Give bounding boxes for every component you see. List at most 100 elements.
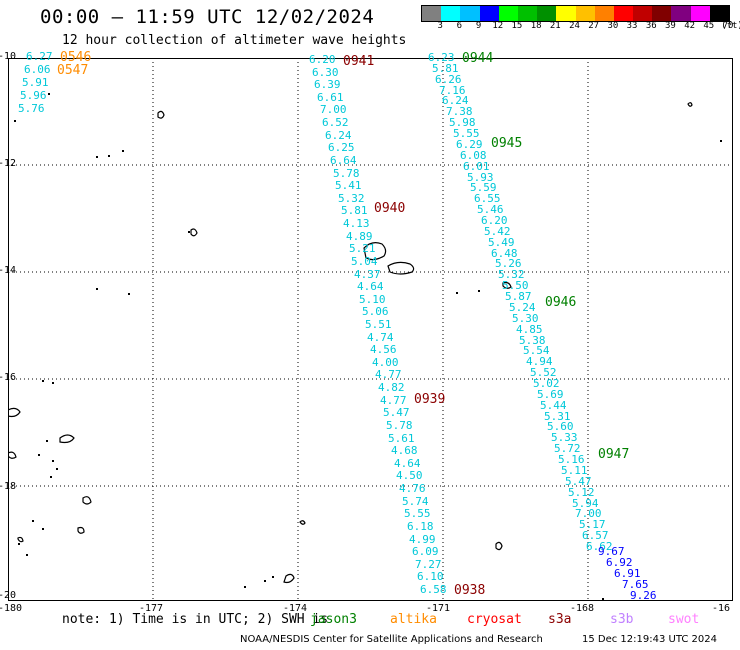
swh-value: 5.55 [404, 507, 431, 520]
swh-value: 5.60 [547, 420, 574, 433]
scale-label: 18 [530, 21, 542, 31]
pass-time-label: 0940 [374, 201, 406, 216]
swh-value: 4.77 [380, 394, 407, 407]
scale-label: (ft) [721, 21, 740, 31]
swh-value: 6.48 [491, 247, 518, 260]
swh-value: 5.81 [341, 204, 368, 217]
scale-swatch [709, 6, 729, 21]
swh-value: 5.87 [505, 290, 532, 303]
pass-time-label: 0546 [60, 50, 92, 65]
swh-value: 6.58 [420, 583, 447, 596]
swh-value: 6.08 [460, 149, 487, 162]
swh-value: 6.20 [309, 53, 336, 66]
scale-swatch [594, 6, 614, 21]
scale-label: 39 [665, 21, 676, 31]
swh-value: 5.52 [530, 366, 557, 379]
pass-time-label: 0941 [343, 54, 375, 69]
map-canvas [8, 58, 733, 601]
scale-label: 3 [437, 21, 443, 31]
scale-label: 21 [549, 21, 561, 31]
island-outline [157, 110, 165, 119]
swh-value: 7.00 [575, 507, 602, 520]
swh-value: 5.76 [18, 102, 45, 115]
swh-value: 6.20 [481, 214, 508, 227]
lon-tick-label: -171 [426, 603, 451, 614]
scale-label: 27 [588, 21, 600, 31]
swh-value: 6.55 [474, 192, 501, 205]
pass-time-label: 0946 [545, 295, 577, 310]
swh-value: 5.12 [568, 486, 595, 499]
pass-time-label: 0945 [491, 136, 523, 151]
credit-text: NOAA/NESDIS Center for Satellite Applica… [240, 634, 543, 645]
scale-label: 42 [684, 21, 696, 31]
scale-swatch [556, 6, 576, 21]
pass-time-label: 0944 [462, 51, 494, 66]
scale-swatch [537, 6, 557, 21]
island-dot [264, 580, 266, 582]
swh-value: 9.26 [630, 589, 657, 602]
swh-value: 5.46 [477, 203, 504, 216]
scale-swatch [422, 6, 442, 21]
swh-value: 5.74 [402, 495, 429, 508]
scale-label: 6 [456, 21, 463, 31]
swh-value: 6.57 [582, 529, 609, 542]
island-dot [50, 476, 52, 478]
map-subtitle: 12 hour collection of altimeter wave hei… [62, 33, 407, 48]
scale-swatch [575, 6, 595, 21]
swh-value: 4.85 [516, 323, 543, 336]
island-dot [478, 290, 480, 292]
island-dot [56, 468, 58, 470]
swh-value: 4.37 [354, 268, 381, 281]
swh-value: 5.11 [561, 464, 588, 477]
swh-value: 5.78 [386, 419, 413, 432]
mission-legend-item: s3a [548, 612, 572, 627]
swh-value: 5.31 [544, 410, 571, 423]
swh-value: 6.52 [322, 116, 349, 129]
swh-value: 5.06 [362, 305, 389, 318]
swh-value: 6.61 [317, 91, 344, 104]
swh-value: 6.25 [328, 141, 355, 154]
swh-value: 6.01 [463, 160, 490, 173]
island-outline [495, 541, 503, 551]
swh-value: 9.67 [598, 545, 625, 558]
wave-height-map [8, 58, 733, 601]
lat-tick-label: -12 [0, 158, 17, 169]
swh-value: 6.64 [330, 154, 357, 167]
island-dot [272, 576, 274, 578]
swh-value: 6.30 [312, 66, 339, 79]
map-frame [8, 58, 733, 601]
mission-legend-item: jason3 [310, 612, 357, 627]
island-outline [687, 102, 693, 107]
swh-value: 5.30 [512, 312, 539, 325]
swh-value: 4.50 [396, 469, 423, 482]
swh-value: 5.32 [338, 192, 365, 205]
swh-value: 6.91 [614, 567, 641, 580]
island-outline [82, 496, 92, 505]
island-dot [48, 93, 50, 95]
swh-value: 5.51 [365, 318, 392, 331]
island-outline [17, 536, 24, 543]
swh-value: 4.56 [370, 343, 397, 356]
swh-value: 7.38 [446, 105, 473, 118]
island-outline [59, 434, 75, 444]
swh-value: 6.06 [24, 63, 51, 76]
scale-label: 12 [492, 21, 504, 31]
scale-swatch [613, 6, 634, 21]
swh-value: 5.78 [333, 167, 360, 180]
swh-value: 6.62 [586, 540, 613, 553]
swh-value: 6.23 [428, 51, 455, 64]
footer-note: note: 1) Time is in UTC; 2) SWH is [62, 612, 329, 627]
island-outline [77, 526, 85, 534]
island-dot [14, 120, 16, 122]
scale-swatch [498, 6, 518, 21]
map-title: 00:00 – 11:59 UTC 12/02/2024 [40, 6, 375, 28]
swh-value: 5.47 [565, 475, 592, 488]
lat-tick-label: -10 [0, 51, 17, 62]
swh-value: 5.61 [388, 432, 415, 445]
scale-swatch [460, 6, 480, 21]
lon-tick-label: -168 [570, 603, 595, 614]
swh-value: 5.17 [579, 518, 606, 531]
island-outline [190, 228, 198, 237]
swh-value: 4.64 [357, 280, 384, 293]
